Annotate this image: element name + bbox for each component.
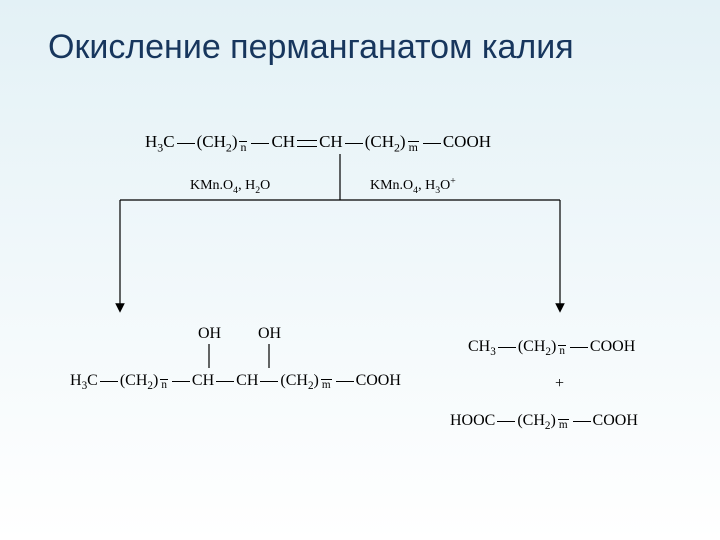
left-product-oh1: OH [198,325,221,343]
background-svg [0,0,720,540]
reagent-right-label: KMn.O4, H3O+ [370,178,456,194]
slide-stage: Окисление перманганатом калия H3C(CH2)nC… [0,0,720,540]
slide-title: Окисление перманганатом калия [48,28,574,67]
reagent-left-label: KMn.O4, H2O [190,178,270,194]
reactant-formula: H3C(CH2)nCHCH(CH2)mCOOH [145,132,491,153]
right-product-plus: + [555,375,564,393]
right-product-line1: CH3(CH2)nCOOH [468,338,635,358]
left-product-formula: H3C(CH2)nCHCH(CH2)mCOOH [70,372,401,392]
left-product-oh2: OH [258,325,281,343]
right-product-line2: HOOC(CH2)mCOOH [450,412,638,432]
